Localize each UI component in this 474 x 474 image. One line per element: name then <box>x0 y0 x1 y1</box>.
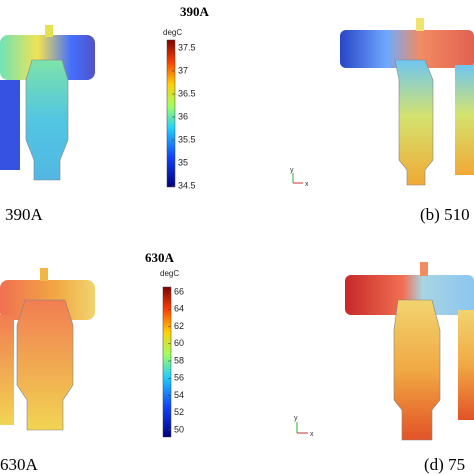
leg <box>16 299 74 431</box>
leg <box>455 65 474 175</box>
caption: 630A <box>0 455 39 474</box>
stub <box>40 268 48 281</box>
colorbar-tick-label: 58 <box>174 355 184 365</box>
axis-label: y <box>294 415 298 422</box>
unit: degC <box>163 28 182 37</box>
leg <box>0 80 20 170</box>
colorbar-tick-label: 37.5 <box>178 42 196 52</box>
colorbar-tick-label: 35.5 <box>178 134 196 144</box>
colorbar-tick-label: 52 <box>174 407 184 417</box>
leg <box>393 299 441 441</box>
leg <box>458 310 474 420</box>
stub <box>416 18 424 31</box>
colorbar-tick-label: 62 <box>174 321 184 331</box>
caption: (b) 510 <box>420 205 470 224</box>
busbar <box>340 30 474 68</box>
colorbar-tick-label: 34.5 <box>178 180 196 190</box>
colorbar-tick-label: 37 <box>178 65 188 75</box>
stub <box>420 262 428 276</box>
caption: 390A <box>5 205 44 224</box>
caption: (d) 75 <box>424 455 465 474</box>
axis-label: y <box>290 167 294 174</box>
colorbar-tick-label: 36.5 <box>178 88 196 98</box>
title: 630A <box>145 250 175 265</box>
axis-label: x <box>305 181 309 188</box>
leg <box>25 59 69 181</box>
colorbar <box>162 286 172 438</box>
colorbar-tick-label: 50 <box>174 424 184 434</box>
panel-d <box>345 262 474 441</box>
colorbar-tick-label: 60 <box>174 338 184 348</box>
title: 390A <box>180 4 210 19</box>
colorbar <box>166 39 176 188</box>
colorbar-tick-label: 66 <box>174 286 184 296</box>
panel-c <box>0 268 95 431</box>
colorbar-tick-label: 56 <box>174 373 184 383</box>
colorbar-tick-label: 54 <box>174 390 184 400</box>
leg <box>394 59 434 186</box>
axis-glyph: y x <box>290 167 309 188</box>
panel-b <box>340 18 474 186</box>
colorbar-tick-label: 64 <box>174 304 184 314</box>
axis-glyph: y x <box>294 415 314 438</box>
panel-a <box>0 25 95 181</box>
leg <box>0 315 14 425</box>
colorbar-tick-label: 36 <box>178 111 188 121</box>
colorbar-tick-label: 35 <box>178 157 188 167</box>
busbar <box>0 35 95 80</box>
axis-label: x <box>310 431 314 438</box>
busbar <box>345 275 474 315</box>
stub <box>45 25 53 37</box>
unit: degC <box>160 269 179 278</box>
